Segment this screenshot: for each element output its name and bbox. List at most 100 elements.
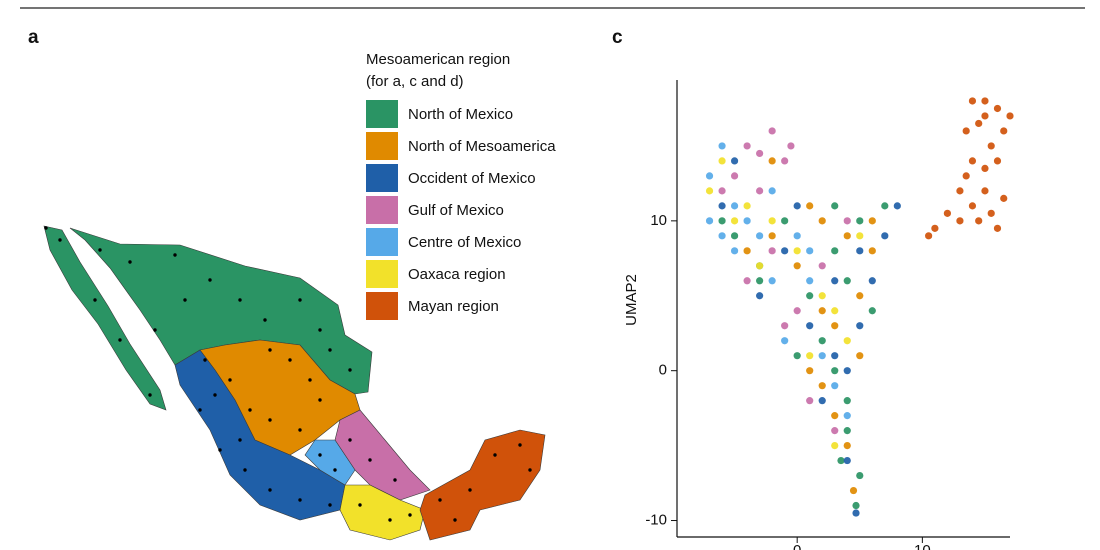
scatter-point	[768, 217, 776, 225]
scatter-point	[987, 209, 995, 217]
scatter-point	[843, 412, 851, 420]
scatter-point	[1000, 127, 1008, 135]
scatter-point	[781, 157, 789, 165]
scatter-point	[787, 142, 795, 150]
scatter-point	[968, 157, 977, 165]
scatter-point	[743, 247, 751, 255]
map-region	[419, 429, 546, 541]
scatter-point	[981, 112, 989, 120]
scatter-point	[868, 277, 876, 285]
map	[43, 225, 546, 541]
scatter-point	[962, 172, 970, 180]
scatter-point	[730, 157, 739, 165]
scatter-point	[818, 352, 826, 360]
panel-label: a	[28, 27, 39, 48]
scatter-point	[768, 232, 776, 240]
scatter-point	[849, 486, 858, 495]
scatter-point	[743, 202, 751, 210]
legend-swatch	[366, 292, 398, 320]
scatter-point	[968, 97, 977, 105]
scatter-point	[705, 217, 714, 225]
x-tick-label: 0	[793, 542, 801, 550]
legend-swatch	[366, 132, 398, 160]
scatter-point	[987, 142, 995, 150]
scatter-point	[756, 187, 764, 195]
scatter-point	[856, 232, 864, 240]
sample-sites	[44, 226, 532, 522]
scatter-point	[831, 307, 839, 315]
scatter-point	[843, 427, 851, 435]
scatter-point	[806, 352, 814, 360]
scatter-point	[818, 382, 826, 390]
scatter-point	[852, 509, 860, 517]
legend-swatch	[366, 260, 398, 288]
scatter-point	[806, 322, 814, 330]
scatter-point	[831, 322, 839, 330]
scatter-point	[793, 262, 801, 270]
scatter-point	[743, 142, 751, 150]
scatter-point	[843, 397, 851, 405]
scatter-point	[981, 164, 989, 173]
scatter-point	[768, 277, 776, 285]
scatter-point	[831, 442, 839, 450]
scatter-point	[843, 442, 851, 450]
scatter-point	[781, 322, 789, 330]
scatter-point	[806, 247, 814, 255]
scatter-point	[781, 217, 789, 225]
legend-label: North of Mexico	[408, 106, 513, 123]
scatter-point	[837, 456, 845, 465]
scatter-point	[993, 224, 1002, 232]
legend-title: Mesoamerican region	[366, 51, 510, 68]
map-region	[43, 225, 167, 411]
scatter-point	[981, 187, 989, 195]
scatter-point	[831, 247, 839, 255]
x-tick-label: 10	[914, 542, 931, 550]
scatter-point	[756, 149, 764, 158]
scatter-point	[968, 202, 977, 210]
scatter-point	[962, 127, 970, 135]
scatter-point	[975, 119, 983, 128]
scatter-point	[818, 337, 826, 345]
scatter-point	[718, 202, 726, 210]
scatter-point	[806, 277, 814, 285]
scatter-point	[843, 337, 851, 345]
scatter-point	[831, 277, 839, 285]
scatter-point	[793, 247, 801, 255]
scatter-point	[718, 232, 726, 240]
scatter-point	[831, 367, 839, 375]
scatter-point	[856, 471, 864, 480]
scatter-point	[768, 187, 776, 195]
scatter-point	[718, 142, 726, 150]
y-tick-label: 0	[659, 362, 667, 379]
scatter-point	[730, 217, 739, 225]
scatter-point	[843, 232, 851, 240]
scatter-point	[806, 202, 814, 210]
scatter-point	[743, 217, 751, 225]
scatter-point	[956, 217, 964, 225]
scatter-point	[831, 427, 839, 435]
scatter-point	[818, 262, 826, 270]
scatter-point	[881, 202, 889, 210]
scatter-point	[705, 172, 714, 180]
scatter-point	[993, 104, 1002, 113]
legend-swatch	[366, 196, 398, 224]
legend-title: (for a, c and d)	[366, 73, 464, 90]
scatter-point	[831, 202, 839, 210]
scatter-point	[831, 412, 839, 420]
scatter-point	[718, 157, 726, 165]
scatter-point	[818, 397, 826, 405]
scatter-point	[843, 367, 851, 375]
scatter-point	[1006, 112, 1014, 120]
scatter-point	[768, 127, 776, 135]
scatter-point	[843, 277, 851, 285]
scatter-point	[993, 157, 1002, 165]
scatter-point	[925, 232, 933, 240]
scatter-point	[956, 187, 964, 195]
scatter-point	[768, 157, 776, 165]
scatter-point	[793, 352, 801, 360]
scatter-point	[743, 277, 751, 285]
legend-swatch	[366, 228, 398, 256]
scatter-point	[831, 352, 839, 360]
scatter-point	[831, 382, 839, 390]
scatter-point	[793, 307, 801, 315]
